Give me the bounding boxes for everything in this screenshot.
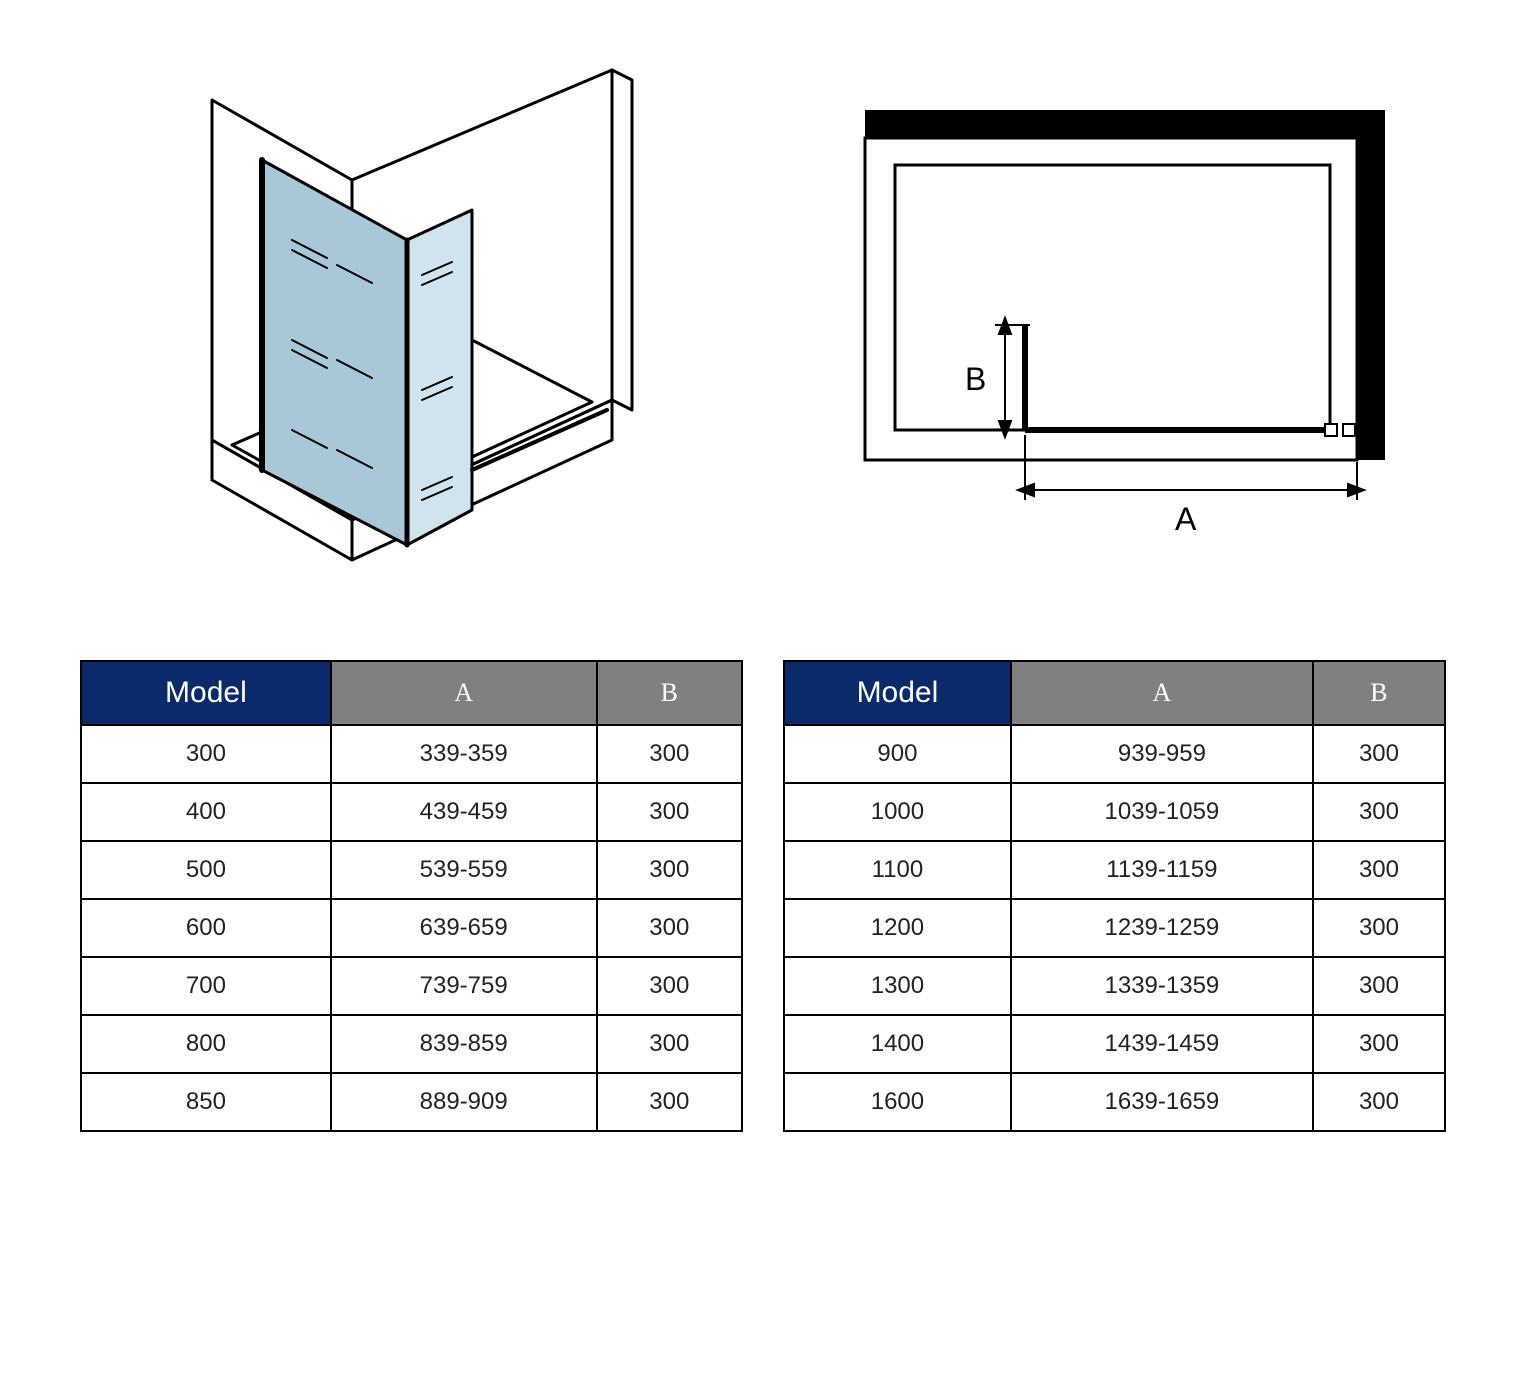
table-row: 800839-859300 [81, 1015, 742, 1073]
table-cell: 300 [597, 899, 742, 957]
table-cell: 300 [1313, 1073, 1445, 1131]
table-row: 700739-759300 [81, 957, 742, 1015]
table-cell: 1439-1459 [1011, 1015, 1313, 1073]
table-cell: 500 [81, 841, 331, 899]
table-cell: 300 [1313, 725, 1445, 783]
table-cell: 739-759 [331, 957, 597, 1015]
table-cell: 300 [597, 957, 742, 1015]
table-cell: 300 [1313, 1015, 1445, 1073]
table-cell: 1239-1259 [1011, 899, 1313, 957]
table-cell: 539-559 [331, 841, 597, 899]
table-cell: 939-959 [1011, 725, 1313, 783]
diagrams-row: B A [40, 40, 1486, 600]
dim-label-b: B [965, 361, 986, 397]
spec-table-right: Model A B 900939-95930010001039-10593001… [783, 660, 1446, 1132]
table-cell: 300 [597, 1015, 742, 1073]
table-cell: 700 [81, 957, 331, 1015]
table-cell: 1039-1059 [1011, 783, 1313, 841]
col-model: Model [784, 661, 1011, 725]
table-cell: 300 [1313, 841, 1445, 899]
table-cell: 300 [1313, 899, 1445, 957]
table-row: 900939-959300 [784, 725, 1445, 783]
table-cell: 839-859 [331, 1015, 597, 1073]
table-cell: 1600 [784, 1073, 1011, 1131]
table-cell: 300 [1313, 783, 1445, 841]
table-cell: 400 [81, 783, 331, 841]
table-cell: 1000 [784, 783, 1011, 841]
iso-diagram [80, 40, 723, 600]
col-b: B [1313, 661, 1445, 725]
table-cell: 300 [1313, 957, 1445, 1015]
col-a: A [1011, 661, 1313, 725]
table-cell: 1139-1159 [1011, 841, 1313, 899]
table-cell: 1200 [784, 899, 1011, 957]
col-model: Model [81, 661, 331, 725]
table-row: 14001439-1459300 [784, 1015, 1445, 1073]
table-cell: 300 [597, 783, 742, 841]
table-row: 10001039-1059300 [784, 783, 1445, 841]
table-row: 11001139-1159300 [784, 841, 1445, 899]
table-cell: 300 [597, 725, 742, 783]
dim-label-a: A [1175, 501, 1197, 537]
table-row: 16001639-1659300 [784, 1073, 1445, 1131]
table-row: 400439-459300 [81, 783, 742, 841]
spec-table-left: Model A B 300339-359300400439-4593005005… [80, 660, 743, 1132]
table-cell: 439-459 [331, 783, 597, 841]
tables-row: Model A B 300339-359300400439-4593005005… [40, 660, 1486, 1132]
table-cell: 300 [597, 841, 742, 899]
table-row: 300339-359300 [81, 725, 742, 783]
table-cell: 639-659 [331, 899, 597, 957]
col-a: A [331, 661, 597, 725]
table-cell: 1300 [784, 957, 1011, 1015]
table-row: 12001239-1259300 [784, 899, 1445, 957]
table-cell: 300 [597, 1073, 742, 1131]
table-cell: 600 [81, 899, 331, 957]
table-row: 13001339-1359300 [784, 957, 1445, 1015]
table-cell: 1339-1359 [1011, 957, 1313, 1015]
table-cell: 339-359 [331, 725, 597, 783]
table-row: 500539-559300 [81, 841, 742, 899]
table-row: 600639-659300 [81, 899, 742, 957]
col-b: B [597, 661, 742, 725]
table-cell: 900 [784, 725, 1011, 783]
plan-diagram: B A [803, 40, 1446, 600]
table-cell: 300 [81, 725, 331, 783]
table-cell: 800 [81, 1015, 331, 1073]
table-cell: 1100 [784, 841, 1011, 899]
table-cell: 1400 [784, 1015, 1011, 1073]
table-cell: 1639-1659 [1011, 1073, 1313, 1131]
table-cell: 850 [81, 1073, 331, 1131]
table-row: 850889-909300 [81, 1073, 742, 1131]
table-cell: 889-909 [331, 1073, 597, 1131]
